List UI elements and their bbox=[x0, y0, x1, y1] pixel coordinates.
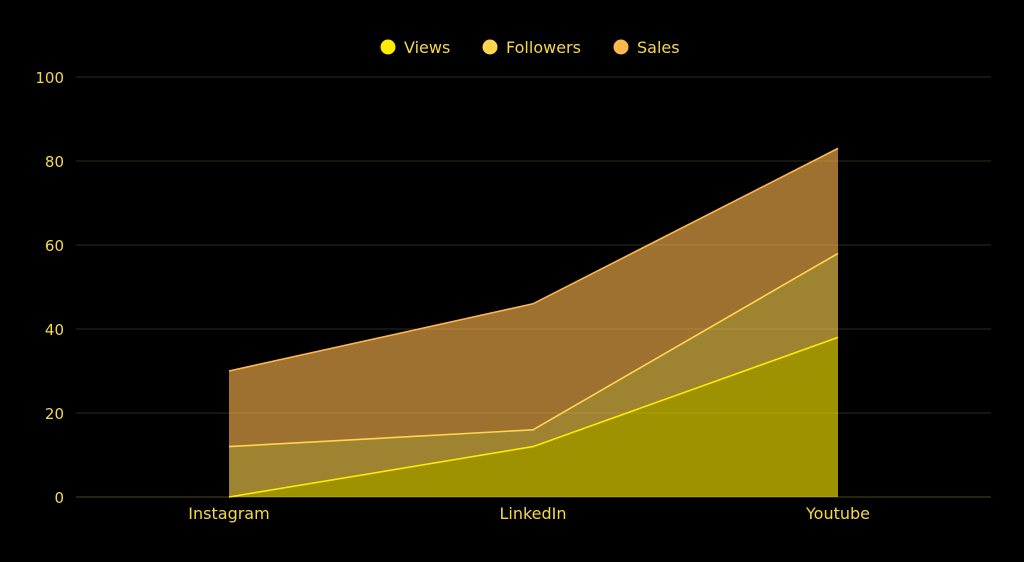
legend-label-views: Views bbox=[404, 38, 450, 57]
area-followers bbox=[229, 253, 838, 497]
area-views bbox=[229, 337, 838, 497]
y-tick-label: 20 bbox=[45, 405, 64, 423]
area-layer bbox=[229, 148, 838, 497]
x-tick-label: Youtube bbox=[805, 504, 870, 523]
legend-marker-sales bbox=[613, 39, 629, 55]
y-tick-label: 0 bbox=[54, 489, 64, 507]
legend-label-sales: Sales bbox=[637, 38, 680, 57]
series-line-views bbox=[228, 336, 839, 498]
line-layer bbox=[228, 147, 839, 498]
x-tick-label: LinkedIn bbox=[499, 504, 566, 523]
legend-marker-followers bbox=[482, 39, 498, 55]
y-tick-label: 100 bbox=[35, 69, 64, 87]
y-tick-label: 60 bbox=[45, 237, 64, 255]
area-sales bbox=[229, 148, 838, 447]
legend-label-followers: Followers bbox=[506, 38, 581, 57]
x-tick-label: Instagram bbox=[188, 504, 269, 523]
legend-marker-views bbox=[380, 39, 396, 55]
y-tick-label: 40 bbox=[45, 321, 64, 339]
series-line-followers bbox=[228, 252, 839, 448]
series-line-sales bbox=[228, 147, 839, 372]
axis-layer: 0 20 40 60 80 100 Instagram LinkedIn Youtube bbox=[35, 69, 870, 523]
y-tick-label: 80 bbox=[45, 153, 64, 171]
legend: Views Followers Sales bbox=[380, 38, 680, 57]
